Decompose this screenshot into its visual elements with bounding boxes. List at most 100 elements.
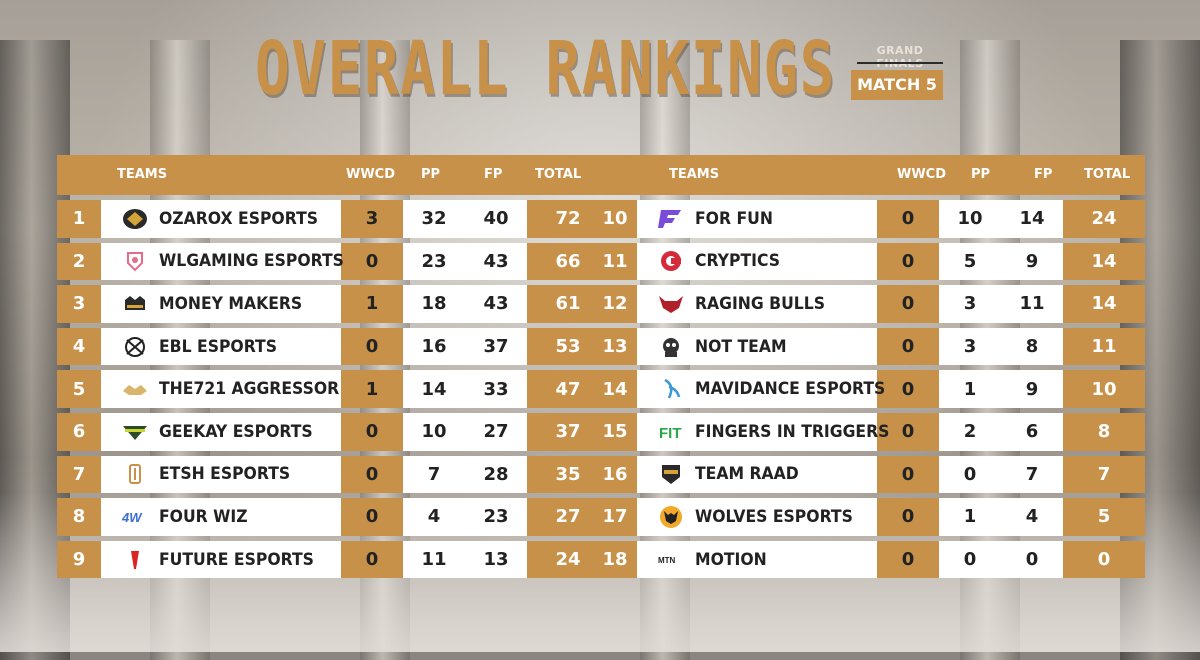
fp-cell: 40 [465, 200, 527, 238]
total-cell: 37 [555, 421, 581, 443]
table-row: 9 FUTURE ESPORTS 0 11 13 24 [57, 540, 609, 579]
team-cell: ETSH ESPORTS [101, 455, 341, 494]
fp-cell: 6 [1001, 412, 1063, 451]
team-cell: EBL ESPORTS [101, 327, 341, 366]
wwcd-cell: 0 [901, 421, 915, 443]
wwcd-cell: 0 [901, 506, 915, 528]
team-cell: THE721 AGGRESSOR [101, 370, 341, 408]
total-cell: 5 [1097, 506, 1111, 528]
pp-cell: 3 [939, 285, 1001, 323]
table-row: 1 OZAROX ESPORTS 3 32 40 72 [57, 200, 609, 238]
table-row: 8 4W FOUR WIZ 0 4 23 27 [57, 498, 609, 536]
wwcd-cell: 0 [365, 463, 379, 485]
wwcd-cell: 0 [901, 250, 915, 272]
team-cell: TEAM RAAD [637, 455, 877, 494]
wwcd-cell: 0 [365, 549, 379, 571]
rank-cell: 15 [602, 421, 628, 443]
wwcd-cell: 0 [365, 250, 379, 272]
total-cell: 35 [555, 463, 581, 485]
team-cell: MAVIDANCE ESPORTS [637, 370, 885, 408]
pp-cell: 10 [939, 200, 1001, 238]
pp-cell: 1 [939, 498, 1001, 536]
fp-cell: 43 [465, 242, 527, 281]
table-row: 14 MAVIDANCE ESPORTS 0 1 9 10 [593, 370, 1145, 408]
team-cell: FIT FINGERS IN TRIGGERS [637, 412, 889, 451]
team-name: THE721 AGGRESSOR [159, 379, 340, 400]
table-row: 13 NOT TEAM 0 3 8 11 [593, 327, 1145, 366]
ozarox-logo [121, 207, 149, 231]
total-cell: 47 [555, 378, 581, 400]
table-row: 16 TEAM RAAD 0 0 7 7 [593, 455, 1145, 494]
pp-cell: 2 [939, 412, 1001, 451]
team-cell: FOR FUN [637, 200, 877, 238]
team-name: MAVIDANCE ESPORTS [695, 379, 886, 400]
rank-cell: 14 [602, 378, 628, 400]
table-row: 17 WOLVES ESPORTS 0 1 4 5 [593, 498, 1145, 536]
motion-logo: MTN [657, 548, 685, 572]
header-teams: TEAMS [117, 167, 168, 182]
ebl-logo [121, 335, 149, 359]
header-total: TOTAL [535, 167, 582, 182]
table-row: 10 FOR FUN 0 10 14 24 [593, 200, 1145, 238]
mavidance-logo [657, 377, 685, 401]
future-logo [121, 548, 149, 572]
not-team-logo [657, 335, 685, 359]
total-cell: 14 [1091, 250, 1117, 272]
fp-cell: 9 [1001, 242, 1063, 281]
team-name: FUTURE ESPORTS [159, 549, 314, 570]
header-pp: PP [971, 167, 991, 182]
table-row: 4 EBL ESPORTS 0 16 37 53 [57, 327, 609, 366]
wwcd-cell: 0 [901, 378, 915, 400]
table-row: 2 WLGAMING ESPORTS 0 23 43 66 [57, 242, 609, 281]
wwcd-cell: 0 [901, 293, 915, 315]
header-teams: TEAMS [669, 167, 720, 182]
team-cell: MONEY MAKERS [101, 285, 341, 323]
rank-cell: 10 [602, 208, 628, 230]
pp-cell: 4 [403, 498, 465, 536]
wwcd-cell: 0 [901, 549, 915, 571]
fp-cell: 4 [1001, 498, 1063, 536]
cryptics-logo [657, 249, 685, 273]
total-cell: 72 [555, 208, 581, 230]
team-name: MOTION [695, 549, 767, 570]
wwcd-cell: 0 [365, 421, 379, 443]
match-badge: MATCH 5 [851, 70, 943, 100]
fp-cell: 11 [1001, 285, 1063, 323]
rank-cell: 16 [602, 463, 628, 485]
team-name: MONEY MAKERS [159, 293, 303, 314]
team-raad-logo [657, 462, 685, 486]
pp-cell: 14 [403, 370, 465, 408]
wwcd-cell: 1 [365, 293, 379, 315]
fp-cell: 23 [465, 498, 527, 536]
fp-cell: 37 [465, 327, 527, 366]
rankings-table-right: TEAMS WWCD PP FP TOTAL 10 FOR FUN 0 10 14 24 1… [593, 155, 1145, 579]
fp-cell: 8 [1001, 327, 1063, 366]
team-cell: CRYPTICS [637, 242, 877, 281]
pp-cell: 0 [939, 455, 1001, 494]
rank-cell: 17 [602, 506, 628, 528]
fp-cell: 27 [465, 412, 527, 451]
fp-cell: 43 [465, 285, 527, 323]
team-name: NOT TEAM [695, 336, 787, 357]
header-wwcd: WWCD [346, 167, 396, 182]
team-cell: GEEKAY ESPORTS [101, 412, 341, 451]
table-row: 15 FIT FINGERS IN TRIGGERS 0 2 6 8 [593, 412, 1145, 451]
rankings-table-left: TEAMS WWCD PP FP TOTAL 1 OZAROX ESPORTS 3 3… [57, 155, 609, 579]
etsh-logo [121, 462, 149, 486]
rank-cell: 1 [72, 208, 86, 230]
pp-cell: 11 [403, 540, 465, 579]
table-row: 7 ETSH ESPORTS 0 7 28 35 [57, 455, 609, 494]
wwcd-cell: 0 [901, 463, 915, 485]
rank-cell: 9 [72, 549, 86, 571]
team-name: OZAROX ESPORTS [159, 208, 319, 229]
wwcd-cell: 3 [365, 208, 379, 230]
table-row: 12 RAGING BULLS 0 3 11 14 [593, 285, 1145, 323]
wwcd-cell: 0 [365, 336, 379, 358]
rank-cell: 6 [72, 421, 86, 443]
fp-cell: 9 [1001, 370, 1063, 408]
pp-cell: 10 [403, 412, 465, 451]
table-header: TEAMS WWCD PP FP TOTAL [57, 155, 609, 195]
total-cell: 8 [1097, 421, 1111, 443]
rank-cell: 11 [602, 250, 628, 272]
header-fp: FP [484, 167, 503, 182]
